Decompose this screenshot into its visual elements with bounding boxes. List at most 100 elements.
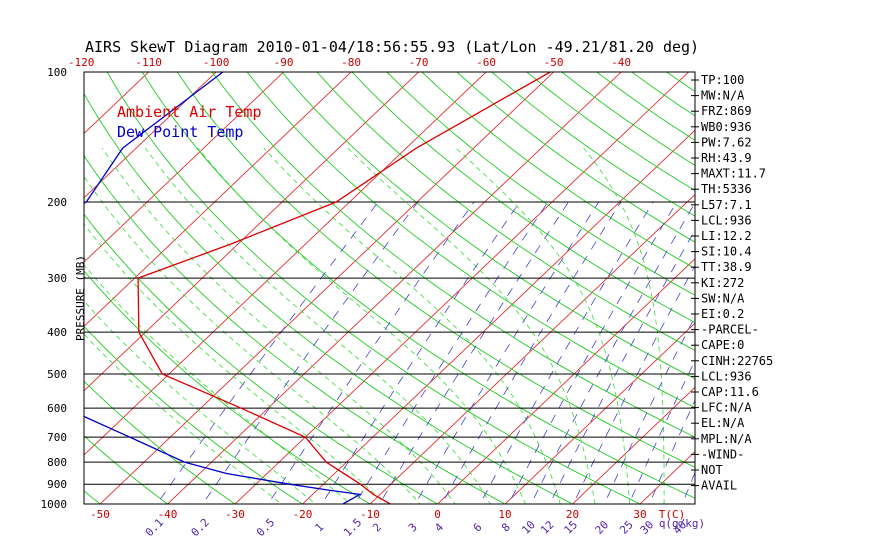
stat-value: -PARCEL- xyxy=(701,323,759,337)
pressure-tick-label: 500 xyxy=(47,368,67,381)
dry-adiabat xyxy=(246,72,695,409)
moist-adiabat xyxy=(455,147,631,504)
mixing-ratio-tick-label: 6 xyxy=(471,521,485,535)
mixing-ratio-tick-label: 2 xyxy=(370,521,384,535)
stat-value: EI:0.2 xyxy=(701,307,744,321)
dry-adiabat xyxy=(281,72,695,380)
stat-value: SW:N/A xyxy=(701,291,745,305)
top-temperature-tick-label: -110 xyxy=(135,56,162,69)
legend-dew-point-temp: Dew Point Temp xyxy=(117,123,243,141)
isotherm xyxy=(84,72,487,456)
moist-adiabat xyxy=(347,147,596,504)
plot-frame xyxy=(83,71,696,505)
stat-value: PW:7.62 xyxy=(701,135,752,149)
isotherm xyxy=(234,72,690,504)
stat-value: SI:10.4 xyxy=(701,245,752,259)
moist-adiabat xyxy=(145,147,491,504)
top-temperature-tick-label: -70 xyxy=(409,56,429,69)
stat-value: AVAIL xyxy=(701,479,737,493)
mixing-ratio-line xyxy=(572,264,695,504)
top-temperature-tick-label: -50 xyxy=(544,56,564,69)
stat-value: FRZ:869 xyxy=(701,104,752,118)
isotherm xyxy=(436,258,695,504)
stat-value: LI:12.2 xyxy=(701,229,752,243)
mixing-ratio-tick-label: 30 xyxy=(638,518,657,537)
isotherm xyxy=(84,72,150,135)
mixing-ratio-line xyxy=(530,202,695,504)
isotherm xyxy=(166,72,622,504)
dry-adiabat xyxy=(84,380,236,504)
bottom-temperature-tick-label: 20 xyxy=(566,508,579,521)
chart-title: AIRS SkewT Diagram 2010-01-04/18:56:55.9… xyxy=(85,38,699,56)
dry-adiabat xyxy=(316,72,695,351)
bottom-temperature-tick-label: -50 xyxy=(90,508,110,521)
bottom-temperature-tick-label: 10 xyxy=(498,508,511,521)
pressure-tick-label: 700 xyxy=(47,431,67,444)
mixing-ratio-tick-label: 3 xyxy=(406,521,420,535)
moist-adiabat xyxy=(583,147,665,504)
stat-value: LFC:N/A xyxy=(701,401,752,415)
stat-value: EL:N/A xyxy=(701,416,745,430)
stat-value: KI:272 xyxy=(701,276,744,290)
top-temperature-tick-label: -90 xyxy=(274,56,294,69)
dry-adiabat xyxy=(351,72,695,324)
stat-value: RH:43.9 xyxy=(701,151,752,165)
mixing-ratio-line xyxy=(628,359,695,504)
stat-value: CAP:11.6 xyxy=(701,385,759,399)
bottom-temperature-tick-label: 30 xyxy=(633,508,646,521)
stat-value: MAXT:11.7 xyxy=(701,167,766,181)
dry-adiabat xyxy=(84,154,506,504)
stat-value: TP:100 xyxy=(701,73,744,87)
isotherm xyxy=(0,52,34,513)
top-temperature-tick-label: -120 xyxy=(68,56,95,69)
mixing-ratio-tick-label: 0.5 xyxy=(254,516,277,539)
top-temperature-tick-label: -80 xyxy=(341,56,361,69)
mixing-ratio-line xyxy=(603,315,695,504)
data-series xyxy=(84,72,551,504)
mixing-ratio-tick-label: 12 xyxy=(538,518,557,537)
stat-value: WB0:936 xyxy=(701,120,752,134)
mixing-ratio-tick-label: 1 xyxy=(312,521,326,535)
mixing-ratio-line xyxy=(649,399,695,504)
pressure-tick-label: 800 xyxy=(47,456,67,469)
pressure-tick-label: 100 xyxy=(47,66,67,79)
stat-value: TT:38.9 xyxy=(701,260,752,274)
dry-adiabat xyxy=(84,435,169,504)
mixing-ratio-tick-label: 0.2 xyxy=(189,516,212,539)
mixing-ratio-tick-label: 15 xyxy=(562,518,581,537)
stat-value: L57:7.1 xyxy=(701,198,752,212)
mixing-ratio-tick-label: 20 xyxy=(593,518,612,537)
mixing-ratio-line xyxy=(354,201,549,504)
pressure-tick-label: 200 xyxy=(47,196,67,209)
dry-adiabat xyxy=(386,72,695,296)
mixing-ratio-line xyxy=(414,201,600,504)
dry-adiabat xyxy=(84,213,439,504)
mixing-ratio-line xyxy=(479,201,654,504)
dry-adiabat xyxy=(526,72,695,192)
mixing-ratio-line xyxy=(379,201,569,504)
moist-adiabat xyxy=(197,147,526,504)
stat-value: LCL:936 xyxy=(701,213,752,227)
y-axis-label: PRESSURE (MB) xyxy=(74,255,87,341)
dry-adiabat xyxy=(141,72,695,499)
dry-adiabat xyxy=(84,92,574,504)
pressure-tick-label: 400 xyxy=(47,326,67,339)
stat-value: -WIND- xyxy=(701,447,744,461)
isotherm xyxy=(84,72,352,328)
stat-value: CINH:22765 xyxy=(701,354,773,368)
stat-value: LCL:936 xyxy=(701,369,752,383)
mixing-ratio-tick-label: 8 xyxy=(499,521,513,535)
pressure-tick-label: 300 xyxy=(47,272,67,285)
stat-value: MW:N/A xyxy=(701,89,745,103)
legend-ambient-air-temp: Ambient Air Temp xyxy=(117,103,262,121)
mixing-ratio-tick-label: 25 xyxy=(617,518,636,537)
dry-adiabat xyxy=(106,72,642,504)
mixing-ratio-line xyxy=(441,201,622,504)
pressure-tick-label: 600 xyxy=(47,402,67,415)
dry-adiabat xyxy=(211,72,695,438)
isotherm xyxy=(84,72,285,263)
top-temperature-tick-label: -40 xyxy=(611,56,631,69)
mixing-ratio-line xyxy=(549,229,695,504)
stat-value: MPL:N/A xyxy=(701,432,752,446)
